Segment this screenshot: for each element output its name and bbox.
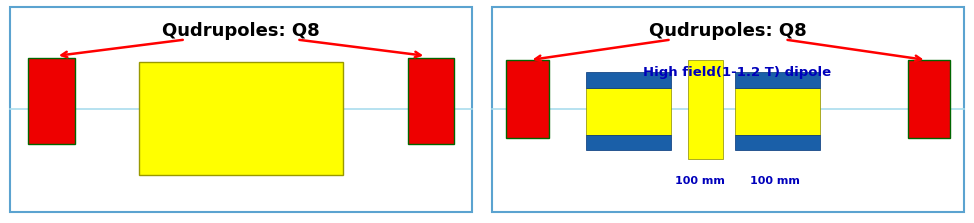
Text: 100 mm: 100 mm	[675, 176, 725, 186]
Bar	[492, 7, 964, 212]
Bar	[586, 88, 671, 135]
Text: Qudrupoles: Q8: Qudrupoles: Q8	[163, 22, 319, 40]
Text: High field(1-1.2 T) dipole: High field(1-1.2 T) dipole	[644, 66, 832, 79]
Bar	[407, 58, 454, 144]
Bar	[735, 72, 820, 88]
Bar	[688, 60, 724, 159]
Bar	[908, 60, 950, 138]
Bar	[139, 62, 343, 175]
Bar	[28, 58, 74, 144]
Bar	[10, 7, 472, 212]
Bar	[735, 88, 820, 135]
Text: Qudrupoles: Q8: Qudrupoles: Q8	[650, 22, 806, 40]
Bar	[586, 72, 671, 88]
Bar	[506, 60, 548, 138]
Bar	[735, 135, 820, 150]
Bar	[586, 135, 671, 150]
Text: 100 mm: 100 mm	[750, 176, 801, 186]
